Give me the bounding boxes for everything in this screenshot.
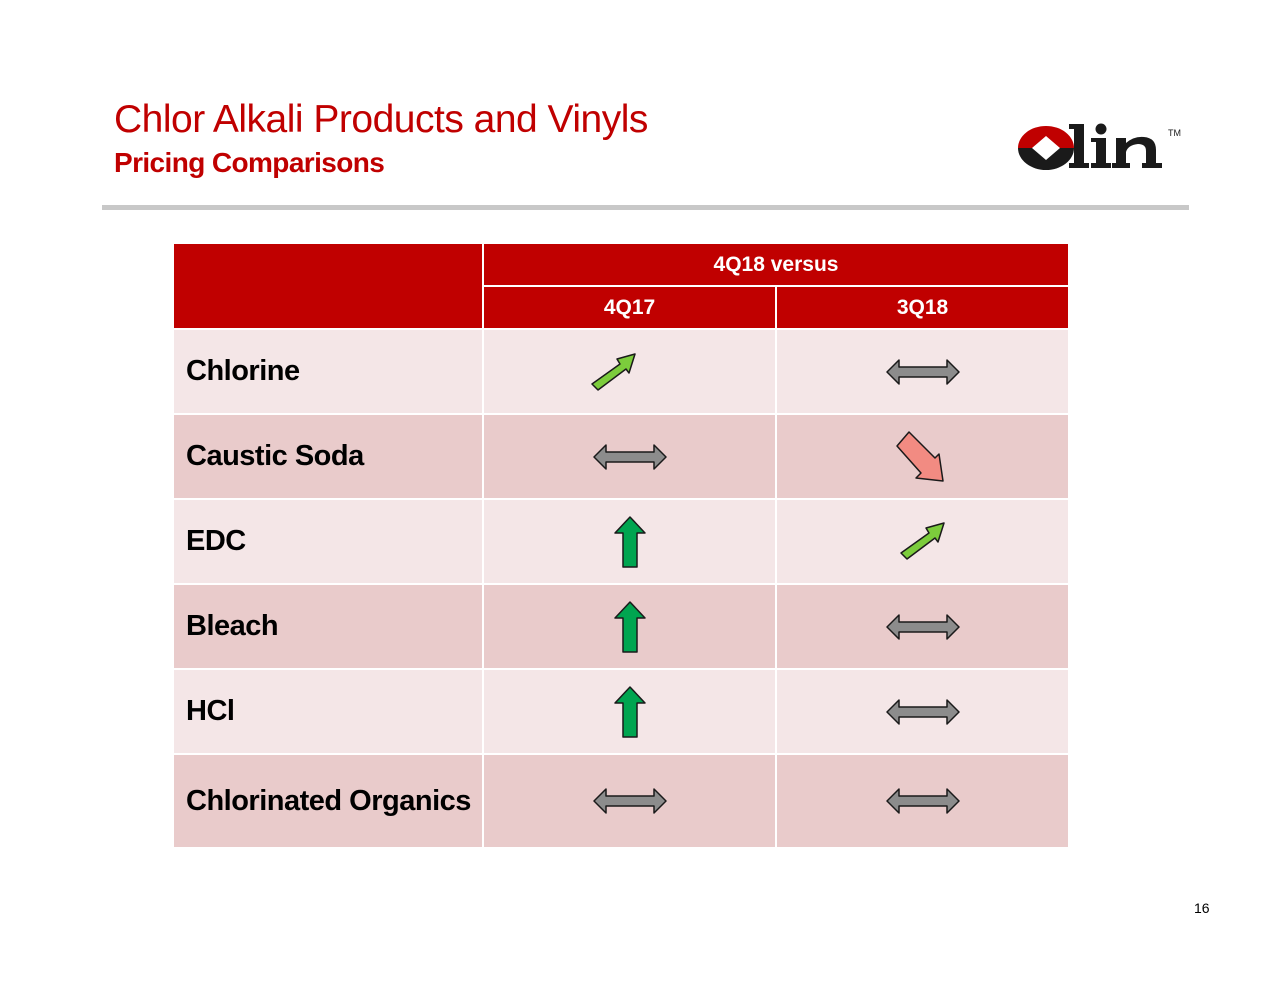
header-group: 4Q18 versus [482, 242, 1070, 287]
table-row: Caustic Soda [172, 413, 1070, 500]
trend-cell [775, 753, 1070, 849]
table-row: EDC [172, 498, 1070, 585]
header-col-3q18: 3Q18 [775, 285, 1070, 330]
row-label: Chlorine [172, 328, 484, 415]
row-label: Bleach [172, 583, 484, 670]
title-divider [102, 205, 1189, 210]
table-row: HCl [172, 668, 1070, 755]
trend-cell [775, 413, 1070, 500]
slide-title: Chlor Alkali Products and Vinyls [114, 98, 648, 141]
trend-cell [482, 328, 777, 415]
left-right-arrow-icon [885, 788, 960, 814]
up-arrow-icon [613, 600, 646, 653]
left-right-arrow-icon [592, 443, 667, 470]
up-arrow-icon [613, 685, 646, 738]
trend-cell [482, 753, 777, 849]
trend-cell [775, 328, 1070, 415]
header-col-4q17: 4Q17 [482, 285, 777, 330]
up-arrow-icon [613, 515, 646, 568]
trend-cell [775, 498, 1070, 585]
table-row: Chlorinated Organics [172, 753, 1070, 849]
left-right-arrow-icon [885, 358, 960, 385]
olin-logo: TM [1016, 118, 1188, 176]
left-right-arrow-icon [885, 613, 960, 640]
row-label: EDC [172, 498, 484, 585]
trend-cell [775, 668, 1070, 755]
down-right-arrow-icon [896, 430, 944, 482]
trend-cell [482, 413, 777, 500]
row-label: Chlorinated Organics [172, 753, 484, 849]
header-corner [172, 242, 484, 330]
table-row: Chlorine [172, 328, 1070, 415]
table-row: Bleach [172, 583, 1070, 670]
row-label: Caustic Soda [172, 413, 484, 500]
row-label: HCl [172, 668, 484, 755]
trend-cell [482, 583, 777, 670]
page-number: 16 [1194, 900, 1210, 916]
trend-cell [775, 583, 1070, 670]
logo-trademark: TM [1168, 128, 1181, 138]
left-right-arrow-icon [885, 698, 960, 725]
up-right-arrow-icon [899, 521, 945, 560]
trend-cell [482, 498, 777, 585]
left-right-arrow-icon [592, 788, 667, 814]
trend-cell [482, 668, 777, 755]
up-right-arrow-icon [591, 352, 636, 391]
pricing-table: 4Q18 versus 4Q17 3Q18 Chlorine Caustic S… [172, 242, 1070, 849]
slide-subtitle: Pricing Comparisons [114, 147, 385, 178]
